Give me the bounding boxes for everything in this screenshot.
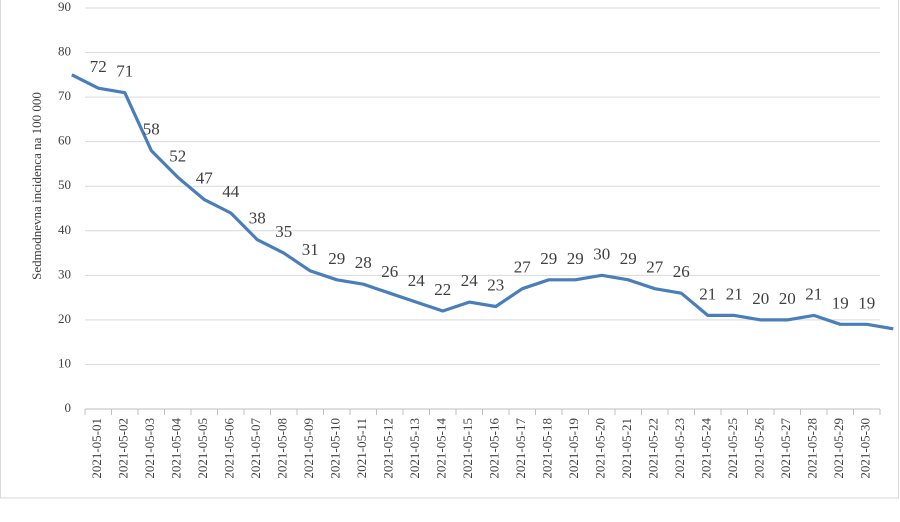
data-label: 29 xyxy=(567,249,584,268)
data-label: 31 xyxy=(302,240,319,259)
data-label: 29 xyxy=(620,249,637,268)
y-tick-label: 50 xyxy=(58,177,71,192)
x-tick-label: 2021-05-25 xyxy=(725,418,740,479)
x-tick-label: 2021-05-26 xyxy=(752,418,767,479)
data-label: 22 xyxy=(434,280,451,299)
data-label: 27 xyxy=(646,258,664,277)
x-tick-label: 2021-05-01 xyxy=(89,418,104,479)
data-label: 28 xyxy=(355,253,372,272)
x-tick-label: 2021-05-29 xyxy=(831,418,846,479)
data-label: 58 xyxy=(143,120,160,139)
x-tick-label: 2021-05-27 xyxy=(778,418,793,479)
y-tick-label: 70 xyxy=(58,88,71,103)
chart-border xyxy=(0,0,899,499)
x-tick-label: 2021-05-09 xyxy=(301,418,316,479)
data-label: 52 xyxy=(169,146,186,165)
x-tick-label: 2021-05-15 xyxy=(460,418,475,479)
y-tick-label: 80 xyxy=(58,44,71,59)
x-tick-label: 2021-05-21 xyxy=(619,418,634,479)
x-tick-label: 2021-05-22 xyxy=(646,418,661,479)
data-label: 24 xyxy=(461,271,479,290)
y-tick-label: 0 xyxy=(65,400,72,415)
data-label: 29 xyxy=(540,249,557,268)
x-tick-label: 2021-05-28 xyxy=(805,418,820,479)
y-tick-label: 20 xyxy=(58,311,71,326)
line-series xyxy=(71,73,894,331)
data-label: 23 xyxy=(487,276,504,295)
x-tick-label: 2021-05-14 xyxy=(434,418,449,479)
y-tick-label: 40 xyxy=(58,222,71,237)
x-tick-label: 2021-05-20 xyxy=(593,418,608,479)
y-tick-label: 90 xyxy=(58,0,71,14)
data-label: 21 xyxy=(726,284,743,303)
x-tick-label: 2021-05-05 xyxy=(195,418,210,479)
x-tick-label: 2021-05-07 xyxy=(248,418,263,479)
data-label: 20 xyxy=(752,289,769,308)
x-tick-label: 2021-05-24 xyxy=(699,418,714,479)
x-tick-label: 2021-05-17 xyxy=(513,418,528,479)
x-tick-label: 2021-05-08 xyxy=(275,418,290,479)
data-label: 27 xyxy=(514,258,532,277)
x-tick-label: 2021-05-11 xyxy=(354,418,369,478)
data-label: 19 xyxy=(832,293,849,312)
y-tick-label: 10 xyxy=(58,355,71,370)
x-tick-label: 2021-05-18 xyxy=(540,418,555,479)
data-label: 71 xyxy=(116,62,133,81)
x-tick-label: 2021-05-10 xyxy=(328,418,343,479)
data-label: 47 xyxy=(196,169,214,188)
data-label: 24 xyxy=(408,271,426,290)
data-label: 26 xyxy=(673,262,690,281)
x-tick-label: 2021-05-02 xyxy=(116,418,131,479)
data-label: 21 xyxy=(699,284,716,303)
data-label: 29 xyxy=(328,249,345,268)
x-tick-label: 2021-05-16 xyxy=(487,418,502,479)
x-tick-label: 2021-05-13 xyxy=(407,418,422,479)
data-label: 19 xyxy=(858,293,875,312)
y-tick-label: 60 xyxy=(58,133,71,148)
x-tick-label: 2021-05-23 xyxy=(672,418,687,479)
data-label: 44 xyxy=(222,182,240,201)
y-tick-label: 30 xyxy=(58,266,71,281)
data-label: 38 xyxy=(249,209,266,228)
x-tick-label: 2021-05-30 xyxy=(858,418,873,479)
x-tick-label: 2021-05-06 xyxy=(222,418,237,479)
x-tick-label: 2021-05-12 xyxy=(381,418,396,479)
x-tick-label: 2021-05-19 xyxy=(566,418,581,479)
data-label: 72 xyxy=(90,57,107,76)
data-label: 21 xyxy=(805,284,822,303)
x-tick-label: 2021-05-04 xyxy=(169,418,184,479)
data-label: 35 xyxy=(275,222,292,241)
x-tick-label: 2021-05-03 xyxy=(142,418,157,479)
data-label: 26 xyxy=(381,262,398,281)
y-axis-label: Sedmodnevna incidenca na 100 000 xyxy=(29,92,44,280)
data-label: 20 xyxy=(779,289,796,308)
data-label: 30 xyxy=(593,244,610,263)
